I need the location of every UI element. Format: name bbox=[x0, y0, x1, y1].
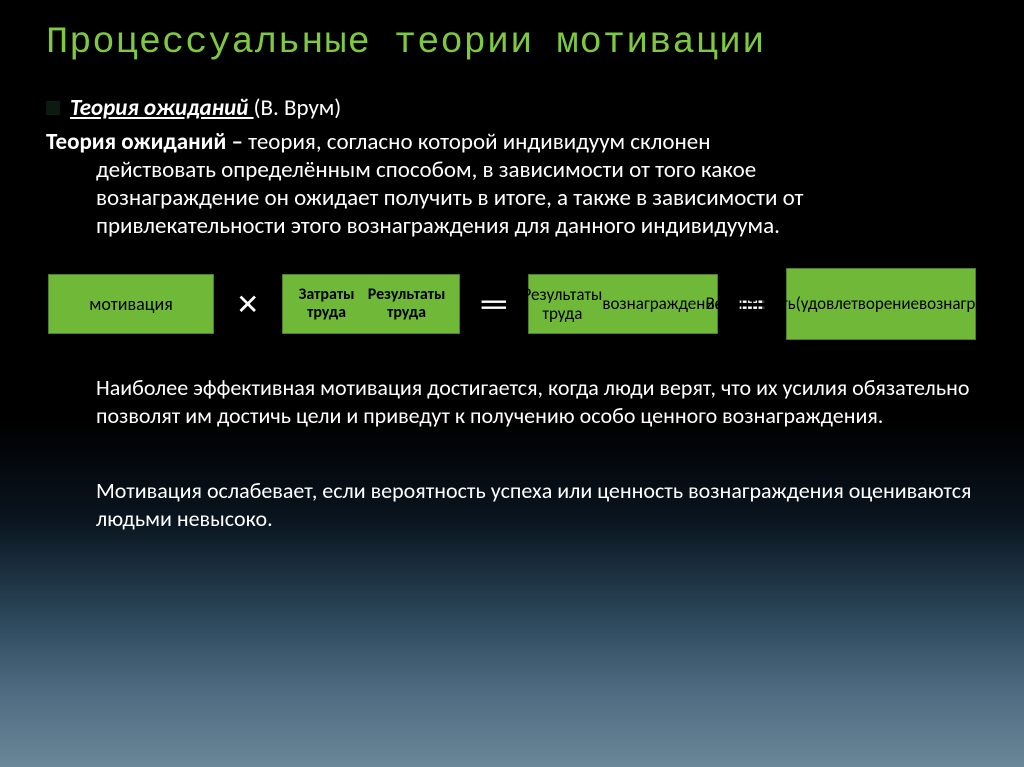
operator-1: ═ bbox=[482, 285, 506, 324]
bullet-icon bbox=[46, 101, 60, 115]
definition-line2: действовать определённым способом, в зав… bbox=[46, 156, 978, 184]
formula-diagram: мотивация ✕ Затраты трудаРезультаты труда ═… bbox=[46, 268, 978, 340]
definition-text: Теория ожиданий – теория, согласно котор… bbox=[46, 128, 978, 240]
formula-box-3: Валентность(удовлетворениевознаграждение… bbox=[786, 268, 976, 340]
definition-term: Теория ожиданий – bbox=[46, 128, 248, 156]
theory-author: (В. Врум) bbox=[254, 94, 342, 122]
paragraph-1: Наиболее эффективная мотивация достигает… bbox=[46, 374, 978, 429]
content-area: Теория ожиданий (В. Врум) Теория ожидани… bbox=[0, 64, 1024, 532]
operator-0: ✕ bbox=[236, 288, 259, 321]
formula-box-2: Результаты трудавознаграждение bbox=[528, 274, 718, 334]
paragraph-2: Мотивация ослабевает, если вероятность у… bbox=[46, 477, 978, 532]
definition-line4: привлекательности этого вознаграждения д… bbox=[46, 212, 978, 240]
theory-name: Теория ожиданий bbox=[70, 94, 254, 122]
definition-rest1: теория, согласно которой индивидуум скло… bbox=[248, 128, 710, 156]
formula-box-0: мотивация bbox=[48, 274, 214, 334]
subtitle-line: Теория ожиданий (В. Врум) bbox=[46, 94, 978, 122]
slide-title: Процессуальные теории мотивации bbox=[0, 0, 1024, 64]
formula-box-1: Затраты трудаРезультаты труда bbox=[282, 274, 460, 334]
definition-line3: вознаграждение он ожидает получить в ито… bbox=[46, 184, 978, 212]
